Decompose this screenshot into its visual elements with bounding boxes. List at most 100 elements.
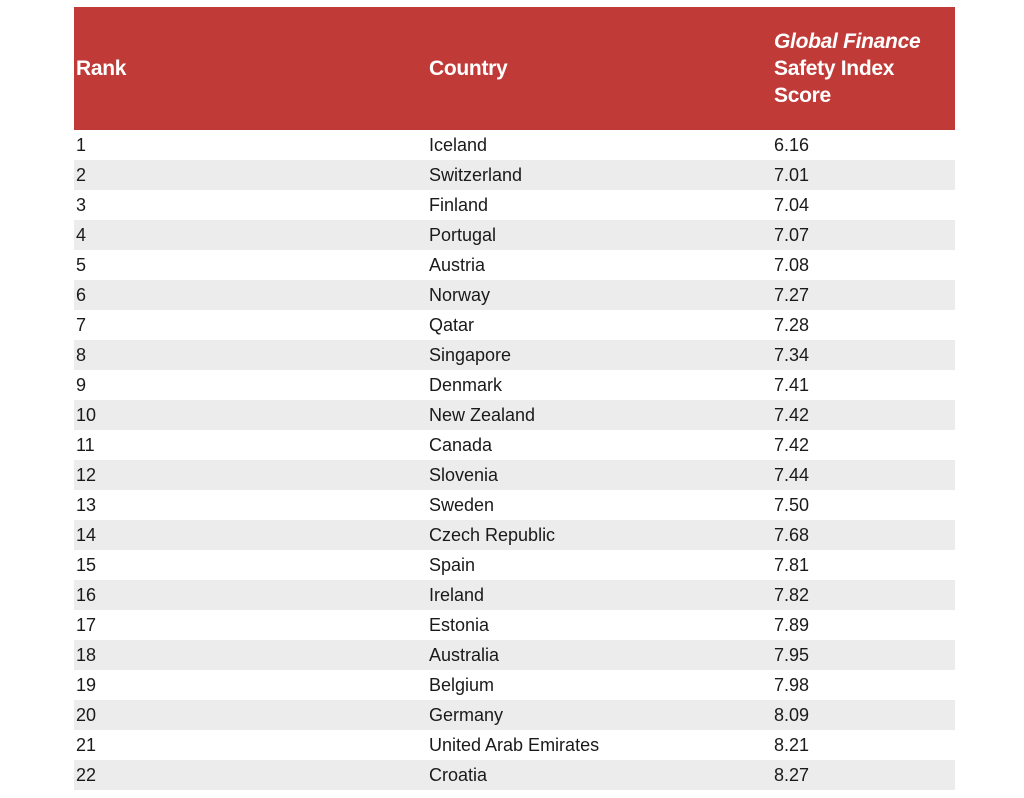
rank-cell: 12 <box>76 464 97 485</box>
col-header-country-label: Country <box>429 56 508 80</box>
table-row: 18 Australia 7.95 <box>74 640 955 670</box>
rank-cell: 14 <box>76 524 97 545</box>
country-cell: Finland <box>429 194 489 215</box>
col-header-score: Global Finance Safety Index Score <box>772 7 955 130</box>
country-cell: Austria <box>429 254 486 275</box>
country-cell: Canada <box>429 434 493 455</box>
score-cell: 8.27 <box>774 764 810 785</box>
rank-cell: 3 <box>76 194 87 215</box>
table-row: 14 Czech Republic 7.68 <box>74 520 955 550</box>
country-cell: Norway <box>429 284 491 305</box>
country-cell: Slovenia <box>429 464 499 485</box>
score-cell: 7.01 <box>774 164 810 185</box>
col-header-rank: Rank <box>74 7 427 130</box>
col-header-score-line3: Score <box>774 84 831 107</box>
score-cell: 8.21 <box>774 734 810 755</box>
country-cell: Estonia <box>429 614 490 635</box>
rank-cell: 5 <box>76 254 87 275</box>
rank-cell: 16 <box>76 584 97 605</box>
table-row: 1 Iceland 6.16 <box>74 130 955 160</box>
country-cell: Portugal <box>429 224 497 245</box>
score-cell: 7.41 <box>774 374 810 395</box>
col-header-country: Country <box>427 7 772 130</box>
col-header-score-brand: Global Finance <box>774 30 921 53</box>
score-cell: 7.42 <box>774 434 810 455</box>
table-row: 21 United Arab Emirates 8.21 <box>74 730 955 760</box>
rank-cell: 4 <box>76 224 87 245</box>
rank-cell: 8 <box>76 344 87 365</box>
score-cell: 6.16 <box>774 134 810 155</box>
table-row: 19 Belgium 7.98 <box>74 670 955 700</box>
table-row: 7 Qatar 7.28 <box>74 310 955 340</box>
table-row: 16 Ireland 7.82 <box>74 580 955 610</box>
table-row: 11 Canada 7.42 <box>74 430 955 460</box>
table-row: 2 Switzerland 7.01 <box>74 160 955 190</box>
country-cell: Switzerland <box>429 164 523 185</box>
table-body: 1 Iceland 6.16 2 Switzerland 7.01 3 Finl… <box>74 130 955 790</box>
country-cell: Sweden <box>429 494 495 515</box>
rank-cell: 10 <box>76 404 97 425</box>
table-row: 12 Slovenia 7.44 <box>74 460 955 490</box>
rank-cell: 7 <box>76 314 87 335</box>
country-cell: Croatia <box>429 764 488 785</box>
score-cell: 7.08 <box>774 254 810 275</box>
rank-cell: 17 <box>76 614 97 635</box>
rank-cell: 18 <box>76 644 97 665</box>
score-cell: 7.98 <box>774 674 810 695</box>
rank-cell: 11 <box>76 434 95 455</box>
rank-cell: 6 <box>76 284 87 305</box>
table-row: 6 Norway 7.27 <box>74 280 955 310</box>
score-cell: 7.34 <box>774 344 810 365</box>
rank-cell: 20 <box>76 704 97 725</box>
score-cell: 7.68 <box>774 524 810 545</box>
country-cell: Iceland <box>429 134 488 155</box>
score-cell: 7.42 <box>774 404 810 425</box>
score-cell: 7.28 <box>774 314 810 335</box>
col-header-rank-label: Rank <box>76 56 127 80</box>
country-cell: Denmark <box>429 374 503 395</box>
score-cell: 7.27 <box>774 284 810 305</box>
score-cell: 7.44 <box>774 464 810 485</box>
table-row: 22 Croatia 8.27 <box>74 760 955 790</box>
rank-cell: 2 <box>76 164 87 185</box>
country-cell: Spain <box>429 554 476 575</box>
table-row: 13 Sweden 7.50 <box>74 490 955 520</box>
country-cell: Germany <box>429 704 504 725</box>
country-cell: Czech Republic <box>429 524 556 545</box>
score-cell: 8.09 <box>774 704 810 725</box>
table-row: 3 Finland 7.04 <box>74 190 955 220</box>
country-cell: Belgium <box>429 674 495 695</box>
score-cell: 7.82 <box>774 584 810 605</box>
country-cell: United Arab Emirates <box>429 734 600 755</box>
score-cell: 7.50 <box>774 494 810 515</box>
score-cell: 7.89 <box>774 614 810 635</box>
rank-cell: 13 <box>76 494 97 515</box>
rank-cell: 21 <box>76 734 97 755</box>
header-row: Rank Country Global Finance Safety Index… <box>74 7 955 130</box>
country-cell: New Zealand <box>429 404 536 425</box>
table-row: 5 Austria 7.08 <box>74 250 955 280</box>
country-cell: Singapore <box>429 344 512 365</box>
safety-index-table: Rank Country Global Finance Safety Index… <box>74 7 955 790</box>
rank-cell: 15 <box>76 554 97 575</box>
country-cell: Ireland <box>429 584 485 605</box>
score-cell: 7.04 <box>774 194 810 215</box>
country-cell: Australia <box>429 644 500 665</box>
rank-cell: 1 <box>76 134 87 155</box>
col-header-score-line2: Safety Index <box>774 57 895 80</box>
country-cell: Qatar <box>429 314 475 335</box>
rank-cell: 22 <box>76 764 97 785</box>
rank-cell: 9 <box>76 374 87 395</box>
table-row: 10 New Zealand 7.42 <box>74 400 955 430</box>
table-row: 9 Denmark 7.41 <box>74 370 955 400</box>
score-cell: 7.81 <box>774 554 810 575</box>
table-row: 17 Estonia 7.89 <box>74 610 955 640</box>
rank-cell: 19 <box>76 674 97 695</box>
table-row: 15 Spain 7.81 <box>74 550 955 580</box>
table-row: 4 Portugal 7.07 <box>74 220 955 250</box>
score-cell: 7.07 <box>774 224 810 245</box>
score-cell: 7.95 <box>774 644 810 665</box>
table-row: 20 Germany 8.09 <box>74 700 955 730</box>
table-row: 8 Singapore 7.34 <box>74 340 955 370</box>
